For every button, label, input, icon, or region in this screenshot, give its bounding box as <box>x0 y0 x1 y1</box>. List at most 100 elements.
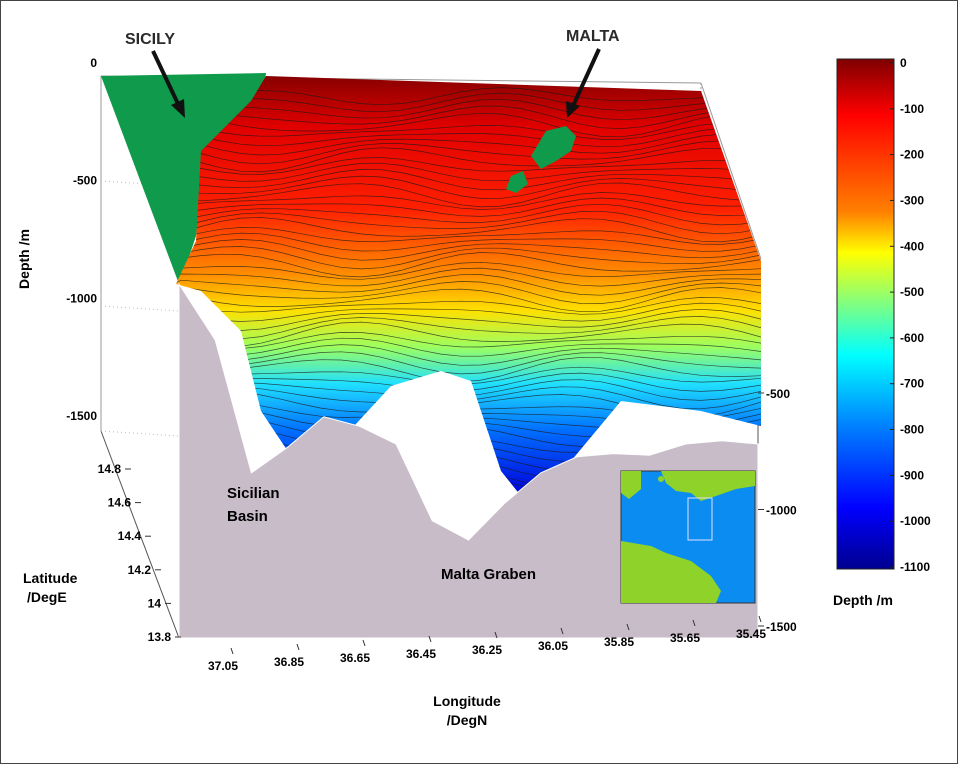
depth-tick-0: 0 <box>90 56 97 70</box>
contour-line <box>176 140 761 165</box>
right-depth-axis-ticks: -500 -1000 -1500 <box>758 387 797 634</box>
colorbar-tick--400: -400 <box>900 239 924 253</box>
sicilian-basin-label-1: Sicilian <box>227 485 280 502</box>
contour-line <box>176 337 761 357</box>
contour-line <box>176 239 761 261</box>
lon-tick-36.45: 36.45 <box>406 647 436 661</box>
colorbar-tick--200: -200 <box>900 148 924 162</box>
inset-island <box>658 476 664 482</box>
lat-tick-14.6: 14.6 <box>108 496 132 510</box>
lat-tick-13.8: 13.8 <box>148 630 172 644</box>
depth-axis-ticks: 0 -500 -1000 -1500 <box>66 56 97 423</box>
depth-tick--1000: -1000 <box>66 291 97 305</box>
lon-tick-37.05: 37.05 <box>208 659 238 673</box>
malta-arrow <box>566 48 601 118</box>
contour-line <box>176 203 761 226</box>
colorbar-tick-0: 0 <box>900 56 907 70</box>
colorbar-tick--300: -300 <box>900 193 924 207</box>
lon-tick-36.05: 36.05 <box>538 639 568 653</box>
malta-label: MALTA <box>566 28 620 45</box>
contour-line <box>176 133 761 156</box>
contour-line <box>176 127 761 148</box>
lon-tick-mark <box>230 647 234 655</box>
lon-tick-mark <box>428 635 432 643</box>
colorbar-tick--700: -700 <box>900 377 924 391</box>
gridline-1500 <box>100 430 180 437</box>
contour-line <box>176 162 761 182</box>
inset-land-sicily <box>661 471 755 501</box>
lon-tick-35.45: 35.45 <box>736 627 766 641</box>
latitude-axis-ticks: 14.8 14.6 14.4 14.2 14 13.8 <box>98 462 181 644</box>
contour-line <box>176 98 761 121</box>
contour-line <box>176 246 761 270</box>
contour-line <box>176 421 761 445</box>
lon-tick-35.85: 35.85 <box>604 635 634 649</box>
right-depth-tick--500: -500 <box>766 387 790 401</box>
contour-line <box>176 182 761 208</box>
contour-line <box>176 197 761 217</box>
colorbar <box>836 58 895 570</box>
longitude-label-2: /DegN <box>447 712 487 728</box>
contour-line <box>176 321 761 347</box>
depth-tick--1500: -1500 <box>66 409 97 423</box>
lat-tick-14: 14 <box>148 596 162 610</box>
inset-land-africa <box>621 541 721 603</box>
colorbar-tick--1100: -1100 <box>900 560 930 574</box>
box-top-right-edge <box>700 82 762 260</box>
sicily-arrow <box>151 50 185 118</box>
colorbar-tick--1000: -1000 <box>900 514 931 528</box>
lon-tick-mark <box>296 643 300 651</box>
lon-tick-35.65: 35.65 <box>670 631 700 645</box>
lat-tick-14.2: 14.2 <box>128 563 152 577</box>
lat-tick-14.8: 14.8 <box>98 462 122 476</box>
inset-study-area <box>687 497 713 541</box>
lon-tick-36.25: 36.25 <box>472 643 502 657</box>
contour-line <box>176 192 761 210</box>
lon-tick-mark <box>494 631 498 639</box>
colorbar-label: Depth /m <box>833 592 893 608</box>
contour-line <box>176 232 761 252</box>
contour-line <box>176 267 761 287</box>
contour-line <box>176 281 761 304</box>
contour-line <box>176 169 761 191</box>
contour-line <box>176 332 761 350</box>
longitude-label-1: Longitude <box>433 693 501 709</box>
contour-line <box>176 147 761 173</box>
inset-land-west <box>621 471 641 499</box>
contour-line <box>176 351 761 375</box>
contour-line <box>176 308 761 331</box>
contour-line <box>176 287 761 313</box>
lon-tick-mark <box>362 639 366 647</box>
lat-tick-14.4: 14.4 <box>118 529 142 543</box>
lon-tick-mark <box>692 619 696 627</box>
colorbar-tick--100: -100 <box>900 102 924 116</box>
contour-line <box>176 302 761 322</box>
right-depth-tick--1500: -1500 <box>766 620 797 634</box>
contour-line <box>176 261 761 280</box>
contour-line <box>176 112 761 138</box>
lon-tick-mark <box>560 627 564 635</box>
depth-tick--500: -500 <box>73 174 97 188</box>
lon-tick-36.65: 36.65 <box>340 651 370 665</box>
colorbar-tick--500: -500 <box>900 285 924 299</box>
inset-map <box>620 470 756 604</box>
latitude-label-2: /DegE <box>27 589 67 605</box>
colorbar-tick--900: -900 <box>900 468 924 482</box>
lon-tick-mark <box>626 623 630 631</box>
contour-line <box>176 217 761 243</box>
latitude-label-1: Latitude <box>23 570 78 586</box>
lon-tick-mark <box>758 615 762 623</box>
contour-line <box>176 407 761 428</box>
malta-graben-label: Malta Graben <box>441 566 536 583</box>
sicily-label: SICILY <box>125 31 175 48</box>
contour-line <box>176 227 761 245</box>
contour-line <box>176 344 761 366</box>
contour-line <box>176 92 761 113</box>
malta-island <box>506 126 576 193</box>
contour-line <box>176 87 761 106</box>
contour-line <box>176 316 761 340</box>
longitude-axis-ticks: 37.05 36.85 36.65 36.45 36.25 36.05 35.85 35.65… <box>208 615 766 673</box>
contour-line <box>176 105 761 129</box>
